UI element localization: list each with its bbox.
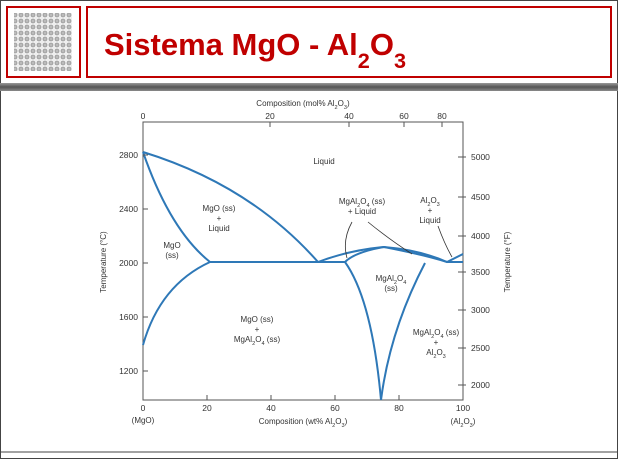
bottom-tick-label: 80 <box>394 403 404 413</box>
right-tick-label: 4000 <box>471 231 490 241</box>
right-tick-label: 3500 <box>471 267 490 277</box>
left-tick-label: 2800 <box>119 150 138 160</box>
bottom-tick-label: 60 <box>330 403 340 413</box>
region-label: + <box>255 325 260 334</box>
right-tick-label: 2000 <box>471 380 490 390</box>
region-label: MgO <box>163 241 180 250</box>
region-label: (ss) <box>165 251 179 260</box>
right-tick-label: 4500 <box>471 192 490 202</box>
bottom-tick-label: 20 <box>202 403 212 413</box>
region-label: + <box>217 214 222 223</box>
region-label: (ss) <box>384 284 398 293</box>
bottom-tick-label: 40 <box>266 403 276 413</box>
top-tick-label: 0 <box>141 111 146 121</box>
header-bar <box>0 83 618 91</box>
left-tick-label: 1600 <box>119 312 138 322</box>
left-axis-title: Temperature (°C) <box>99 231 108 293</box>
left-tick-label: 2400 <box>119 204 138 214</box>
top-tick-label: 80 <box>437 111 447 121</box>
region-label: Liquid <box>208 224 229 233</box>
region-label: Liquid <box>313 157 334 166</box>
slide-canvas: Sistema MgO - Al2O3 Composition (mol% Al… <box>0 0 618 459</box>
region-label: + <box>434 338 439 347</box>
left-tick-label: 2000 <box>119 258 138 268</box>
region-label: MgO (ss) <box>241 315 274 324</box>
region-label: MgO (ss) <box>203 204 236 213</box>
slide: Sistema MgO - Al2O3 Composition (mol% Al… <box>0 0 618 459</box>
region-label: Liquid <box>419 216 440 225</box>
right-axis-title: Temperature (°F) <box>503 231 512 292</box>
top-tick-label: 20 <box>265 111 275 121</box>
top-tick-label: 60 <box>399 111 409 121</box>
region-label: + Liquid <box>348 207 376 216</box>
left-tick-label: 1200 <box>119 366 138 376</box>
region-label: + <box>428 206 433 215</box>
logo-icon <box>14 13 72 71</box>
bottom-tick-label: 100 <box>456 403 470 413</box>
right-tick-label: 3000 <box>471 305 490 315</box>
left-end-label: (MgO) <box>132 416 155 425</box>
top-tick-label: 40 <box>344 111 354 121</box>
right-tick-label: 2500 <box>471 343 490 353</box>
right-tick-label: 5000 <box>471 152 490 162</box>
bottom-tick-label: 0 <box>141 403 146 413</box>
